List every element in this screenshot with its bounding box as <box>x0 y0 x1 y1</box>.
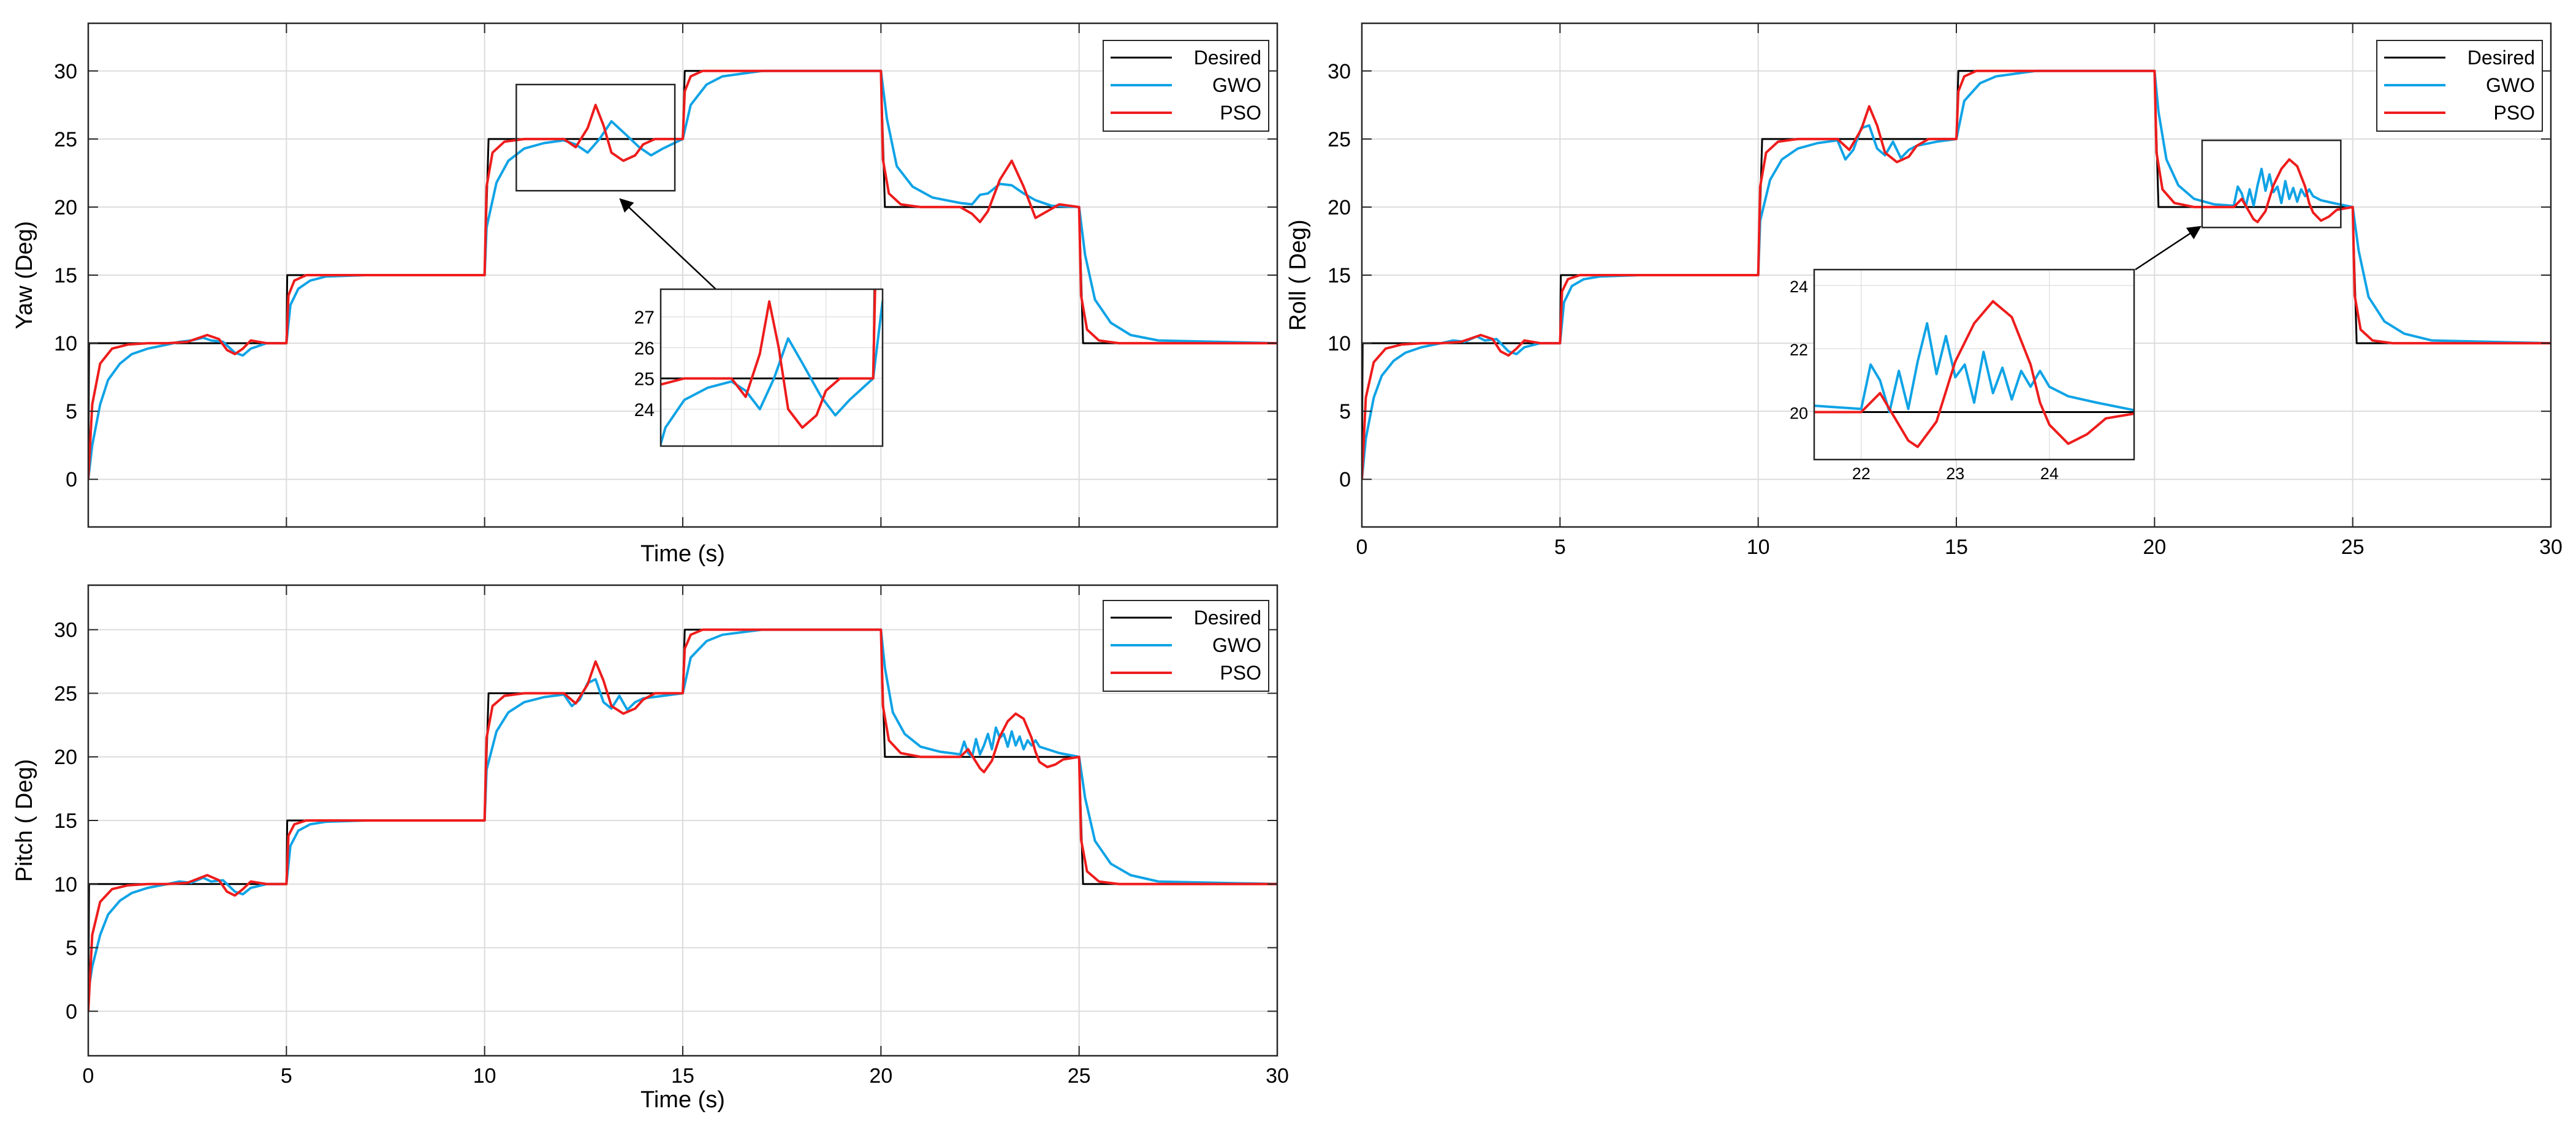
yaw-ytick-label: 0 <box>66 468 77 491</box>
pitch-xtick-label: 30 <box>1266 1064 1289 1088</box>
yaw-ytick-label: 20 <box>54 196 77 219</box>
pitch-legend-entry-pso: PSO <box>1220 662 1261 684</box>
pitch-ytick-label: 25 <box>54 682 77 705</box>
yaw-legend-entry-pso: PSO <box>1220 102 1261 124</box>
roll-ytick-label: 15 <box>1328 264 1351 287</box>
pitch-xtick-label: 10 <box>473 1064 496 1088</box>
roll-legend-entry-gwo: GWO <box>2486 74 2535 96</box>
roll-inset-series-pso-line <box>1814 300 2134 449</box>
pitch-legend: Desired GWO PSO <box>1103 600 1269 692</box>
roll-xtick-label: 15 <box>1945 536 1968 559</box>
yaw-legend-entry-desired: Desired <box>1194 47 1261 69</box>
yaw-ytick-label: 10 <box>54 332 77 355</box>
yaw-ytick-label: 30 <box>54 60 77 83</box>
pitch-legend-entry-desired: Desired <box>1194 607 1261 629</box>
roll-ytick-label: 5 <box>1339 400 1351 423</box>
roll-xtick-label: 0 <box>1356 536 1368 559</box>
pitch-ytick-label: 15 <box>54 809 77 833</box>
pitch-xtick-label: 0 <box>83 1064 94 1088</box>
roll-inset-frame <box>1813 268 2135 461</box>
yaw-inset-ytick-label: 24 <box>634 400 655 420</box>
pitch-xlabel: Time (s) <box>640 1087 725 1113</box>
roll-ytick-label: 30 <box>1328 60 1351 83</box>
yaw-ytick-label: 25 <box>54 128 77 151</box>
roll-xtick-label: 25 <box>2341 536 2365 559</box>
yaw-inset-series-pso-line <box>661 289 876 429</box>
yaw-inset: 24 25 26 27 <box>634 288 884 447</box>
chart-roll: 0 5 10 15 20 25 30 0 5 10 15 20 25 30 Roll ( Deg) Desir… <box>1285 22 2563 559</box>
roll-inset-ytick-label: 20 <box>1790 404 1808 423</box>
roll-xtick-label: 30 <box>2539 536 2563 559</box>
yaw-inset-ytick-label: 26 <box>634 338 655 358</box>
yaw-inset-frame <box>659 288 884 447</box>
yaw-series-pso-line <box>88 69 1277 480</box>
yaw-zoom-arrow <box>619 198 716 290</box>
pitch-xtick-label: 25 <box>1068 1064 1091 1088</box>
yaw-legend-entry-gwo: GWO <box>1212 74 1261 96</box>
roll-zoom-arrow <box>2135 225 2202 271</box>
yaw-inset-ytick-label: 27 <box>634 308 655 328</box>
roll-legend-entry-desired: Desired <box>2468 47 2535 69</box>
pitch-ytick-label: 0 <box>66 1000 77 1023</box>
pitch-ytick-label: 5 <box>66 937 77 960</box>
pitch-legend-entry-gwo: GWO <box>1212 634 1261 656</box>
roll-inset-series-gwo-line <box>1814 322 2134 414</box>
roll-legend: Desired GWO PSO <box>2376 40 2543 132</box>
yaw-series-gwo-line <box>88 69 1277 480</box>
yaw-ylabel: Yaw (Deg) <box>12 221 37 330</box>
roll-legend-entry-pso: PSO <box>2493 102 2535 124</box>
pitch-series-pso-line <box>88 628 1277 1012</box>
roll-inset-xtick-label: 23 <box>1946 464 1964 483</box>
roll-inset-ytick-label: 22 <box>1790 341 1808 359</box>
pitch-ytick-label: 20 <box>54 746 77 769</box>
roll-ytick-label: 20 <box>1328 196 1351 219</box>
pitch-ytick-label: 10 <box>54 873 77 896</box>
roll-inset-area <box>1814 270 2134 460</box>
roll-xtick-label: 5 <box>1554 536 1566 559</box>
pitch-xtick-label: 15 <box>671 1064 694 1088</box>
yaw-xlabel: Time (s) <box>640 541 725 567</box>
roll-series-pso-line <box>1362 69 2551 480</box>
roll-ylabel: Roll ( Deg) <box>1285 219 1311 331</box>
yaw-inset-series-gwo-line <box>661 298 883 446</box>
pitch-ylabel: Pitch ( Deg) <box>12 759 37 882</box>
roll-inset-xtick-label: 24 <box>2040 464 2059 483</box>
roll-ytick-label: 0 <box>1339 468 1351 491</box>
yaw-ytick-label: 15 <box>54 264 77 287</box>
yaw-inset-ytick-label: 25 <box>634 369 655 390</box>
yaw-zoom-region <box>515 83 676 192</box>
roll-ytick-label: 25 <box>1328 128 1351 151</box>
pitch-xtick-label: 20 <box>869 1064 892 1088</box>
roll-inset-ytick-label: 24 <box>1790 278 1808 296</box>
roll-inset-xtick-label: 22 <box>1852 464 1871 483</box>
roll-zoom-region <box>2201 139 2342 229</box>
chart-yaw: 0 5 10 15 20 25 30 Time (s) Yaw (Deg) Desired GWO P… <box>12 22 1279 567</box>
pitch-xtick-label: 5 <box>281 1064 292 1088</box>
roll-xtick-label: 10 <box>1747 536 1770 559</box>
roll-xtick-label: 20 <box>2143 536 2166 559</box>
roll-inset: 20 22 24 22 23 24 <box>1790 268 2135 483</box>
yaw-ytick-label: 5 <box>66 400 77 423</box>
yaw-legend: Desired GWO PSO <box>1103 40 1269 132</box>
chart-pitch: 0 5 10 15 20 25 30 0 5 10 15 20 25 30 Time (s) Pitch ( … <box>12 584 1289 1113</box>
roll-ytick-label: 10 <box>1328 332 1351 355</box>
pitch-ytick-label: 30 <box>54 619 77 642</box>
